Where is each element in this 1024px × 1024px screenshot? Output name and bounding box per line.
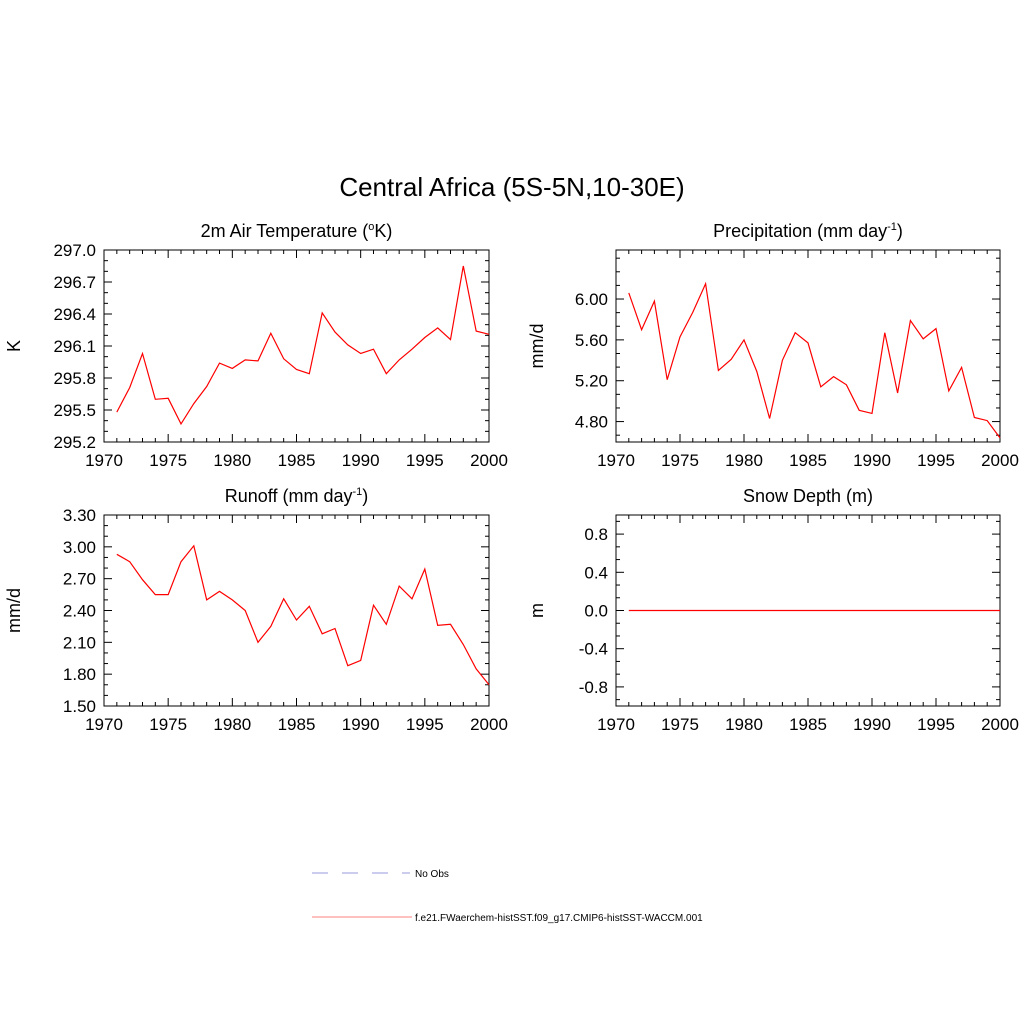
legend-obs-label: No Obs — [415, 869, 449, 880]
x-tick-label: 1995 — [917, 715, 955, 734]
y-tick-label: 5.20 — [575, 372, 608, 391]
figure-title: Central Africa (5S-5N,10-30E) — [339, 172, 684, 202]
x-tick-label: 1980 — [213, 715, 251, 734]
panel-title: Precipitation (mm day-1) — [713, 221, 903, 241]
x-tick-label: 2000 — [470, 715, 508, 734]
y-axis-label: K — [4, 340, 24, 352]
x-tick-label: 1985 — [278, 451, 316, 470]
panel-title: Snow Depth (m) — [743, 486, 873, 506]
y-tick-label: 296.1 — [53, 337, 96, 356]
x-tick-label: 1980 — [725, 715, 763, 734]
x-tick-label: 1980 — [725, 451, 763, 470]
legend: No Obs f.e21.FWaerchem-histSST.f09_g17.C… — [312, 869, 703, 924]
x-tick-label: 1975 — [661, 451, 699, 470]
panel-runoff: 1970 1975 1980 1985 1990 1995 2000 1.50 1.80 2.10… — [4, 486, 508, 734]
y-tick-label: 0.8 — [584, 525, 608, 544]
y-tick-label: -0.4 — [579, 640, 608, 659]
y-tick-label: 3.30 — [63, 506, 96, 525]
series-line — [116, 265, 490, 426]
panel-title: 2m Air Temperature (oK) — [201, 221, 393, 241]
x-tick-label: 1985 — [278, 715, 316, 734]
y-tick-label: 1.50 — [63, 697, 96, 716]
x-tick-label: 1990 — [853, 451, 891, 470]
y-tick-label: 4.80 — [575, 413, 608, 432]
x-tick-label: 2000 — [470, 451, 508, 470]
y-tick-label: 2.10 — [63, 633, 96, 652]
x-tick-label: 1970 — [85, 715, 123, 734]
y-tick-label: 296.7 — [53, 273, 96, 292]
y-tick-label: 1.80 — [63, 665, 96, 684]
panel-snow-depth: 1970 1975 1980 1985 1990 1995 2000 -0.8 -0.4 0.0 0… — [527, 486, 1019, 734]
x-tick-label: 1970 — [85, 451, 123, 470]
y-tick-label: 2.70 — [63, 570, 96, 589]
x-tick-label: 1995 — [917, 451, 955, 470]
y-tick-label: 295.5 — [53, 401, 96, 420]
x-tick-label: 1970 — [597, 451, 635, 470]
x-tick-label: 2000 — [981, 451, 1019, 470]
x-tick-label: 1995 — [406, 715, 444, 734]
y-tick-label: 3.00 — [63, 538, 96, 557]
panel-precipitation: 1970 1975 1980 1985 1990 1995 2000 4.80 5.20 5.60… — [527, 221, 1019, 470]
panel-air-temperature: 1970 1975 1980 1985 1990 1995 2000 295.2 295.5 29… — [4, 221, 508, 470]
x-tick-label: 1985 — [789, 715, 827, 734]
y-tick-label: 0.4 — [584, 563, 608, 582]
x-tick-label: 1990 — [342, 715, 380, 734]
x-tick-label: 2000 — [981, 715, 1019, 734]
x-tick-label: 1980 — [213, 451, 251, 470]
x-tick-label: 1970 — [597, 715, 635, 734]
x-tick-label: 1995 — [406, 451, 444, 470]
y-axis-label: mm/d — [4, 588, 24, 633]
x-tick-label: 1975 — [149, 715, 187, 734]
y-tick-label: 6.00 — [575, 290, 608, 309]
panel-title: Runoff (mm day-1) — [225, 486, 369, 506]
y-tick-label: 296.4 — [53, 305, 96, 324]
series-line — [628, 281, 1001, 439]
x-tick-label: 1985 — [789, 451, 827, 470]
legend-model-label: f.e21.FWaerchem-histSST.f09_g17.CMIP6-hi… — [415, 913, 703, 924]
series-line — [116, 544, 490, 686]
y-tick-label: 297.0 — [53, 241, 96, 260]
y-axis-label: m — [527, 603, 547, 618]
x-tick-label: 1990 — [853, 715, 891, 734]
y-axis-label: mm/d — [527, 324, 547, 369]
x-tick-label: 1975 — [661, 715, 699, 734]
y-tick-label: -0.8 — [579, 678, 608, 697]
x-tick-label: 1990 — [342, 451, 380, 470]
y-tick-label: 5.60 — [575, 331, 608, 350]
y-tick-label: 0.0 — [584, 602, 608, 621]
y-tick-label: 295.8 — [53, 369, 96, 388]
y-tick-label: 295.2 — [53, 433, 96, 452]
x-tick-label: 1975 — [149, 451, 187, 470]
y-tick-label: 2.40 — [63, 602, 96, 621]
